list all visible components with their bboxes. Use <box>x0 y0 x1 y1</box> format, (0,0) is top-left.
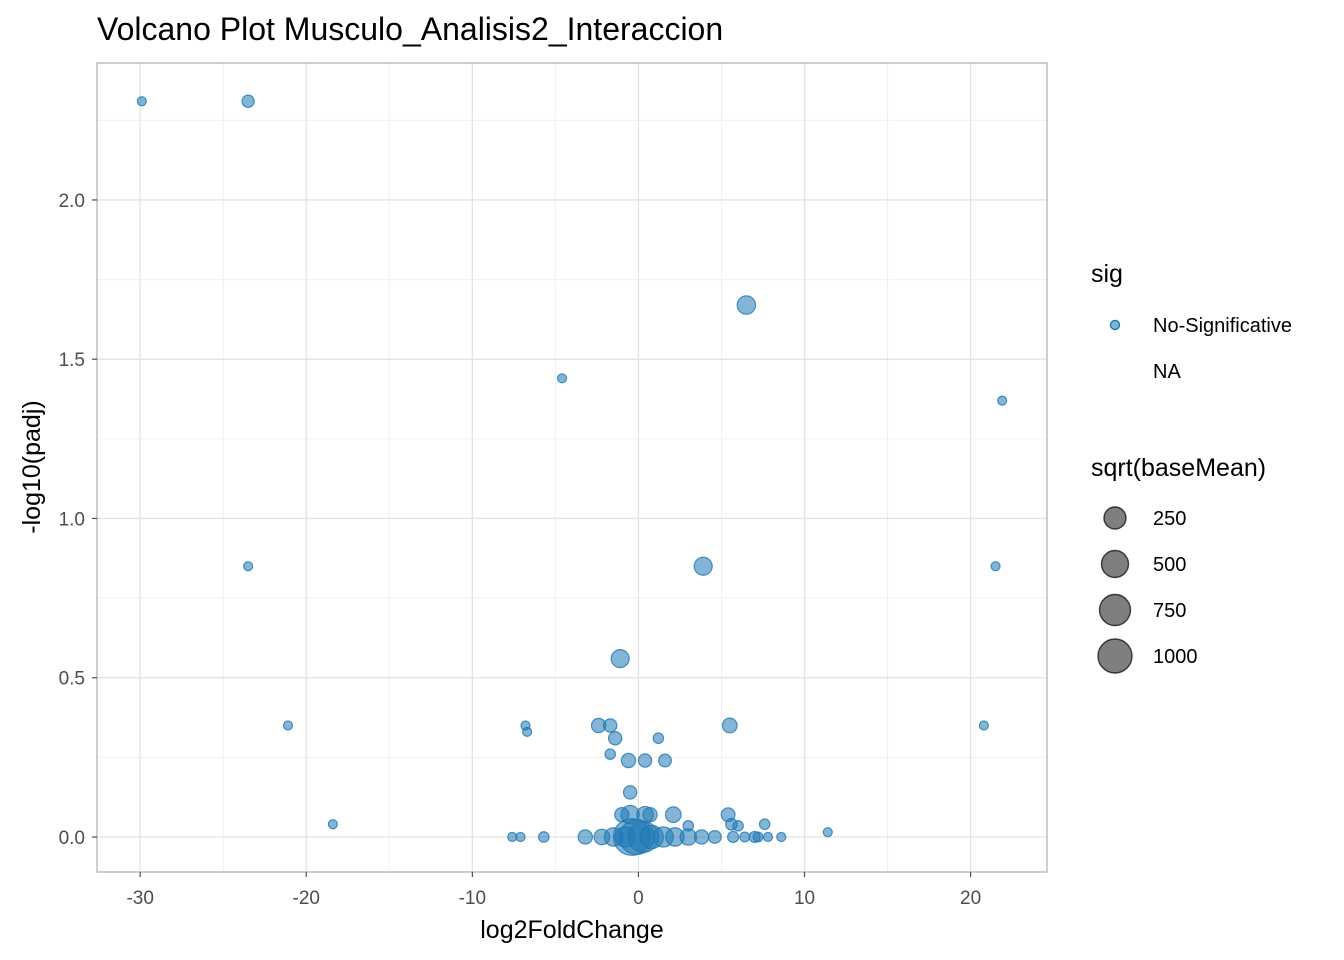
legend-sig-title: sig <box>1091 260 1123 288</box>
data-point <box>604 748 616 760</box>
data-point <box>990 561 1001 572</box>
plot-panel <box>97 63 1047 872</box>
data-point <box>577 829 594 845</box>
data-point <box>537 831 550 843</box>
y-tick-label: 1.5 <box>59 350 85 371</box>
data-point <box>607 731 623 746</box>
x-tick-label: 0 <box>633 888 644 909</box>
chart-title: Volcano Plot Musculo_Analisis2_Interacci… <box>97 11 723 47</box>
legend-size-label: 750 <box>1153 600 1186 622</box>
data-point <box>515 831 526 843</box>
legend-size-swatch <box>1100 549 1130 579</box>
x-tick-label: -20 <box>293 888 320 909</box>
x-axis-title: log2FoldChange <box>480 916 663 944</box>
legend-size-swatch <box>1103 506 1127 530</box>
data-point <box>776 831 787 843</box>
legend-size-swatch <box>1098 593 1132 627</box>
y-axis-ticks: 0.0 0.5 1.0 1.5 2.0 <box>59 191 97 849</box>
legend-size-entries: 250 500 750 1000 <box>1097 506 1198 674</box>
data-point <box>758 818 771 831</box>
x-tick-label: -10 <box>459 888 486 909</box>
data-point <box>593 828 611 846</box>
data-point <box>136 96 147 107</box>
legend-sig-label-0: No-Significative <box>1153 315 1292 337</box>
legend-sig-label-1: NA <box>1153 361 1181 383</box>
data-point <box>620 752 637 769</box>
x-axis-ticks: -30 -20 -10 0 10 20 <box>126 872 981 909</box>
x-tick-label: 10 <box>794 888 815 909</box>
y-tick-label: 1.0 <box>59 509 85 530</box>
data-point <box>327 819 338 830</box>
data-point <box>637 753 653 768</box>
legend-size-title: sqrt(baseMean) <box>1091 454 1266 482</box>
data-point <box>707 830 722 844</box>
grid-lines <box>97 63 1047 872</box>
data-point <box>693 556 713 576</box>
data-point <box>658 753 672 768</box>
data-point <box>762 831 774 843</box>
data-point <box>978 720 989 731</box>
x-tick-label: 20 <box>960 888 981 909</box>
legend: sig No-Significative NA sqrt(baseMean) 2… <box>1091 260 1292 674</box>
plot-border <box>96 62 1048 873</box>
data-point <box>822 827 833 838</box>
data-point <box>522 726 533 737</box>
y-tick-label: 0.0 <box>59 828 85 849</box>
legend-sig-swatch <box>1109 319 1121 331</box>
data-point <box>243 561 254 572</box>
data-point <box>682 820 695 832</box>
legend-size-label: 1000 <box>1153 646 1198 668</box>
data-point <box>602 718 618 733</box>
data-point <box>622 785 638 800</box>
data-points <box>136 94 1008 856</box>
legend-size-label: 250 <box>1153 508 1186 530</box>
data-point <box>282 720 294 731</box>
data-point <box>642 806 658 823</box>
data-point <box>726 830 740 844</box>
legend-size-label: 500 <box>1153 554 1186 576</box>
data-point <box>610 649 630 669</box>
data-point <box>997 395 1008 406</box>
data-point <box>739 831 751 843</box>
data-point <box>736 295 757 315</box>
data-point <box>732 820 744 832</box>
data-point <box>556 373 568 384</box>
data-point <box>652 732 665 745</box>
x-tick-label: -30 <box>126 888 153 909</box>
y-tick-label: 2.0 <box>59 191 85 212</box>
data-point <box>752 831 764 843</box>
data-point <box>664 806 682 824</box>
legend-size-swatch <box>1097 638 1133 674</box>
y-tick-label: 0.5 <box>59 669 85 690</box>
data-point <box>241 94 255 108</box>
data-point <box>721 717 738 734</box>
data-point <box>507 831 518 843</box>
y-axis-title: -log10(padj) <box>18 400 46 533</box>
data-point <box>614 806 630 823</box>
data-point <box>693 829 710 845</box>
